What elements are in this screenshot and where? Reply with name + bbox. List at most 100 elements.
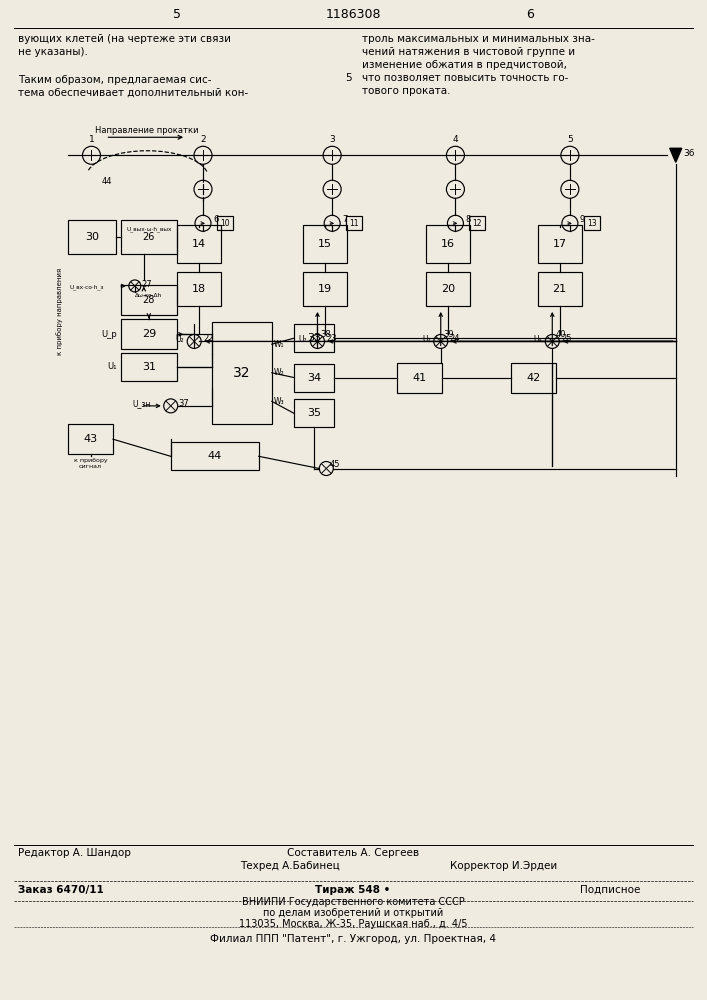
Bar <box>426 225 470 263</box>
Text: 6: 6 <box>526 7 534 20</box>
Text: что позволяет повысить точность го-: что позволяет повысить точность го- <box>362 73 568 83</box>
Text: 7: 7 <box>342 215 348 224</box>
Bar <box>537 272 582 306</box>
Bar <box>68 424 113 454</box>
Text: 26: 26 <box>143 232 155 242</box>
Text: U₂: U₂ <box>299 335 308 344</box>
Text: 23: 23 <box>327 334 337 343</box>
Text: Подписное: Подписное <box>580 885 641 895</box>
Text: U_вых·ω·h_вых: U_вых·ω·h_вых <box>126 226 172 232</box>
Text: 24: 24 <box>450 334 460 343</box>
Text: 44: 44 <box>208 451 222 461</box>
Text: к прибору
сигнал: к прибору сигнал <box>74 458 107 469</box>
Text: 4: 4 <box>452 135 458 144</box>
Text: 25: 25 <box>561 334 572 343</box>
Bar <box>303 272 347 306</box>
Text: 6: 6 <box>213 215 218 224</box>
Bar <box>303 225 347 263</box>
Text: 13: 13 <box>587 219 597 228</box>
Text: 21: 21 <box>553 284 567 294</box>
Text: 17: 17 <box>553 239 567 249</box>
Bar <box>121 353 177 381</box>
Text: U₂: U₂ <box>175 335 185 344</box>
Bar <box>121 285 177 315</box>
Text: 20: 20 <box>441 284 455 294</box>
Text: Заказ 6470/11: Заказ 6470/11 <box>18 885 104 895</box>
Text: Таким образом, предлагаемая сис-: Таким образом, предлагаемая сис- <box>18 75 211 85</box>
Bar <box>177 225 221 263</box>
Text: 5: 5 <box>567 135 573 144</box>
Text: 36: 36 <box>684 149 695 158</box>
Text: 10: 10 <box>220 219 230 228</box>
Bar <box>121 319 177 349</box>
Bar <box>294 364 334 392</box>
Text: U₄: U₄ <box>534 335 542 344</box>
Text: W₂: W₂ <box>274 368 284 377</box>
Text: Тираж 548 •: Тираж 548 • <box>315 885 391 895</box>
Text: 18: 18 <box>192 284 206 294</box>
Text: 2: 2 <box>200 135 206 144</box>
Text: 5: 5 <box>346 73 352 83</box>
Text: 38: 38 <box>320 330 331 339</box>
Bar <box>121 220 177 254</box>
Text: 35: 35 <box>307 408 321 418</box>
Bar <box>584 216 600 230</box>
Bar <box>426 272 470 306</box>
Polygon shape <box>670 148 682 162</box>
Bar <box>170 442 259 470</box>
Text: 1186308: 1186308 <box>325 7 381 20</box>
Text: 40: 40 <box>555 330 566 339</box>
Text: тема обеспечивает дополнительный кон-: тема обеспечивает дополнительный кон- <box>18 88 248 98</box>
Text: 19: 19 <box>317 284 332 294</box>
Bar <box>469 216 486 230</box>
Bar <box>511 363 556 393</box>
Text: 33: 33 <box>307 333 321 343</box>
Text: 16: 16 <box>441 239 455 249</box>
Text: 31: 31 <box>142 362 156 372</box>
Text: U_p: U_p <box>101 330 117 339</box>
Text: к прибору направления: к прибору направления <box>56 267 63 355</box>
Text: U_вх·со·h_з: U_вх·со·h_з <box>70 284 105 290</box>
Text: 45: 45 <box>329 460 340 469</box>
Text: Направление прокатки: Направление прокатки <box>95 126 199 135</box>
Text: 41: 41 <box>412 373 426 383</box>
Text: Корректор И.Эрдеи: Корректор И.Эрдеи <box>450 861 557 871</box>
Text: тового проката.: тового проката. <box>362 86 450 96</box>
Text: изменение обжатия в предчистовой,: изменение обжатия в предчистовой, <box>362 60 567 70</box>
Text: 22: 22 <box>203 334 214 343</box>
Text: 27: 27 <box>142 280 153 289</box>
Text: 5: 5 <box>173 7 181 20</box>
Text: 3: 3 <box>329 135 335 144</box>
Text: 44: 44 <box>101 177 112 186</box>
Bar <box>212 322 271 424</box>
Text: чений натяжения в чистовой группе и: чений натяжения в чистовой группе и <box>362 47 575 57</box>
Text: 15: 15 <box>318 239 332 249</box>
Text: 30: 30 <box>85 232 99 242</box>
Text: 32: 32 <box>233 366 250 380</box>
Text: Составитель А. Сергеев: Составитель А. Сергеев <box>287 848 419 858</box>
Text: 113035, Москва, Ж-35, Раушская наб., д. 4/5: 113035, Москва, Ж-35, Раушская наб., д. … <box>239 919 467 929</box>
Bar <box>346 216 362 230</box>
Text: по делам изобретений и открытий: по делам изобретений и открытий <box>263 908 443 918</box>
Text: U_зн: U_зн <box>132 399 151 408</box>
Text: 12: 12 <box>473 219 482 228</box>
Bar <box>294 324 334 352</box>
Bar <box>294 399 334 427</box>
Text: 28: 28 <box>143 295 155 305</box>
Text: 42: 42 <box>527 373 541 383</box>
Text: Филиал ППП "Патент", г. Ужгород, ул. Проектная, 4: Филиал ППП "Патент", г. Ужгород, ул. Про… <box>210 934 496 944</box>
Text: 43: 43 <box>83 434 98 444</box>
Text: 11: 11 <box>349 219 359 228</box>
Bar <box>177 272 221 306</box>
Text: троль максимальных и минимальных зна-: троль максимальных и минимальных зна- <box>362 34 595 44</box>
Text: U₁: U₁ <box>107 362 117 371</box>
Text: 9: 9 <box>580 215 585 224</box>
Text: не указаны).: не указаны). <box>18 47 88 57</box>
Text: 14: 14 <box>192 239 206 249</box>
Bar <box>217 216 233 230</box>
Text: 1: 1 <box>88 135 94 144</box>
Text: Техред А.Бабинец: Техред А.Бабинец <box>240 861 340 871</box>
Text: 37: 37 <box>179 399 189 408</box>
Text: W₁: W₁ <box>274 340 284 349</box>
Text: Δω·со·Δh: Δω·со·Δh <box>135 293 163 298</box>
